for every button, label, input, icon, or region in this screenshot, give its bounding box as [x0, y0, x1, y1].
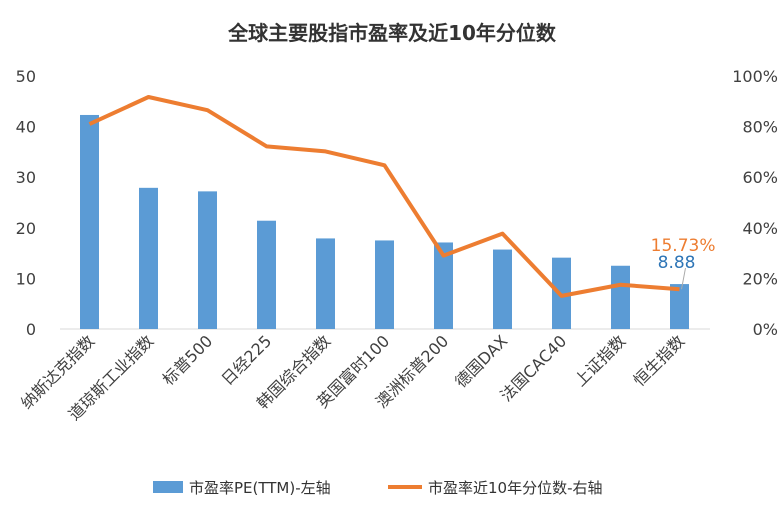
- left-tick-label: 10: [16, 269, 36, 288]
- data-label-percentile: 15.73%: [651, 236, 716, 256]
- category-label: 恒生指数: [630, 331, 689, 390]
- bar: [670, 284, 689, 329]
- bar: [80, 114, 99, 329]
- line-series: [88, 94, 680, 298]
- right-tick-label: 0%: [753, 320, 778, 339]
- chart-title: 全球主要股指市盈率及近10年分位数: [227, 21, 557, 45]
- bar: [375, 240, 394, 329]
- data-label-pe: 8.88: [658, 253, 696, 273]
- legend: 市盈率PE(TTM)-左轴 市盈率近10年分位数-右轴: [153, 479, 603, 497]
- left-tick-label: 30: [16, 168, 36, 187]
- bar: [316, 238, 335, 329]
- category-label: 标普500: [159, 331, 217, 389]
- legend-line-label: 市盈率近10年分位数-右轴: [428, 479, 603, 497]
- right-axis: 0% 20% 40% 60% 80% 100%: [732, 67, 778, 339]
- right-tick-label: 60%: [742, 168, 778, 187]
- left-tick-label: 40: [16, 118, 36, 137]
- bar: [139, 187, 158, 329]
- category-label: 上证指数: [571, 331, 630, 390]
- line-path: [88, 94, 680, 298]
- left-axis: 0 10 20 30 40 50: [16, 67, 36, 339]
- left-tick-label: 20: [16, 219, 36, 238]
- leader-line: [681, 267, 686, 290]
- category-label: 日经225: [218, 331, 276, 389]
- legend-bar-swatch: [153, 481, 183, 493]
- bar: [434, 242, 453, 329]
- right-tick-label: 80%: [742, 118, 778, 137]
- right-tick-label: 20%: [742, 269, 778, 288]
- category-label: 德国DAX: [451, 331, 511, 391]
- right-tick-label: 40%: [742, 219, 778, 238]
- bar: [198, 191, 217, 329]
- left-tick-label: 0: [26, 320, 36, 339]
- legend-bar-label: 市盈率PE(TTM)-左轴: [189, 479, 331, 497]
- bar: [611, 265, 630, 329]
- left-tick-label: 50: [16, 67, 36, 86]
- bar: [257, 220, 276, 329]
- bar: [493, 249, 512, 329]
- bar-series: [80, 114, 689, 329]
- data-labels: 15.73%8.88: [651, 236, 716, 290]
- right-tick-label: 100%: [732, 67, 778, 86]
